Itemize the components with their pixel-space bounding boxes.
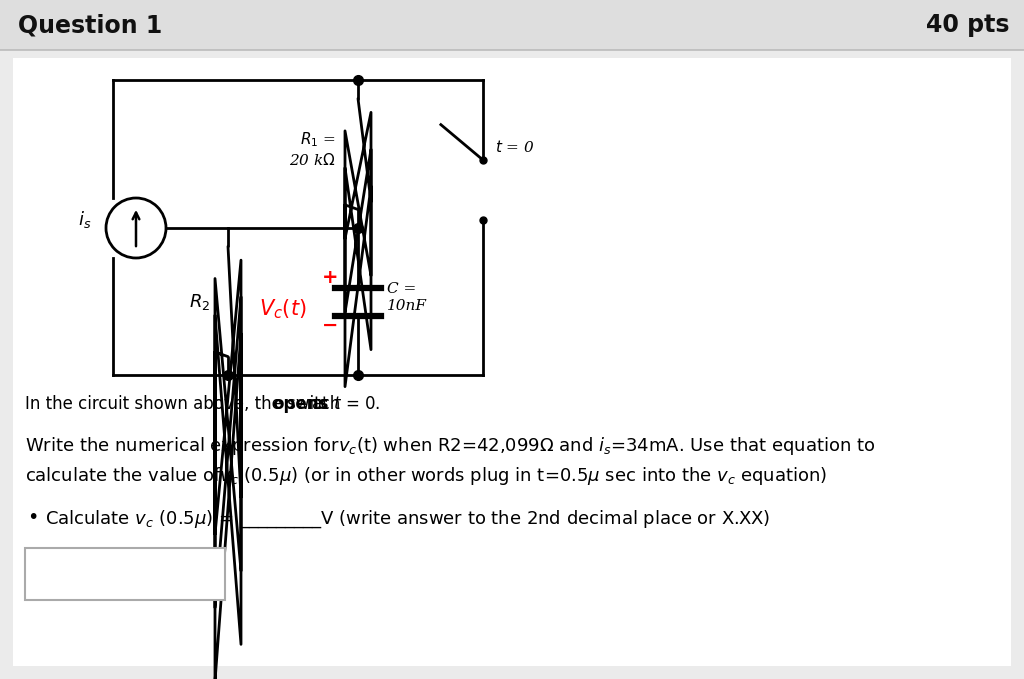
Circle shape (106, 198, 166, 258)
Text: C =
10nF: C = 10nF (387, 282, 427, 312)
Text: Question 1: Question 1 (18, 13, 162, 37)
Text: −: − (322, 316, 338, 335)
Bar (0, 0, 1024, 50)
Text: Write the numerical expression for$v_c$(t) when R2=42,099$\Omega$ and $i_s$=34mA: Write the numerical expression for$v_c$(… (25, 435, 876, 457)
Text: In the circuit shown above, the switch: In the circuit shown above, the switch (25, 395, 345, 413)
Text: calculate the value of$v_c$ $(0.5\mu)$ (or in other words plug in t=0.5$\mu$ sec: calculate the value of$v_c$ $(0.5\mu)$ (… (25, 465, 827, 487)
Text: at $t$ = 0.: at $t$ = 0. (306, 395, 380, 413)
Bar (13, 58, 1011, 666)
Bar (25, 548, 225, 600)
Text: $t$ = 0: $t$ = 0 (495, 139, 535, 155)
Text: opens: opens (272, 395, 329, 413)
Text: •: • (27, 508, 38, 527)
Text: $\mathit{V_c(t)}$: $\mathit{V_c(t)}$ (259, 297, 307, 321)
Text: $R_2$: $R_2$ (188, 291, 210, 312)
Text: Calculate $v_c$ $(0.5\mu)$ = _________V (write answer to the 2nd decimal place o: Calculate $v_c$ $(0.5\mu)$ = _________V … (45, 508, 770, 530)
Text: 40 pts: 40 pts (927, 13, 1010, 37)
Text: +: + (322, 268, 338, 287)
Text: $i_s$: $i_s$ (78, 210, 91, 230)
Text: $R_1$ =
20 k$\Omega$: $R_1$ = 20 k$\Omega$ (290, 130, 336, 168)
